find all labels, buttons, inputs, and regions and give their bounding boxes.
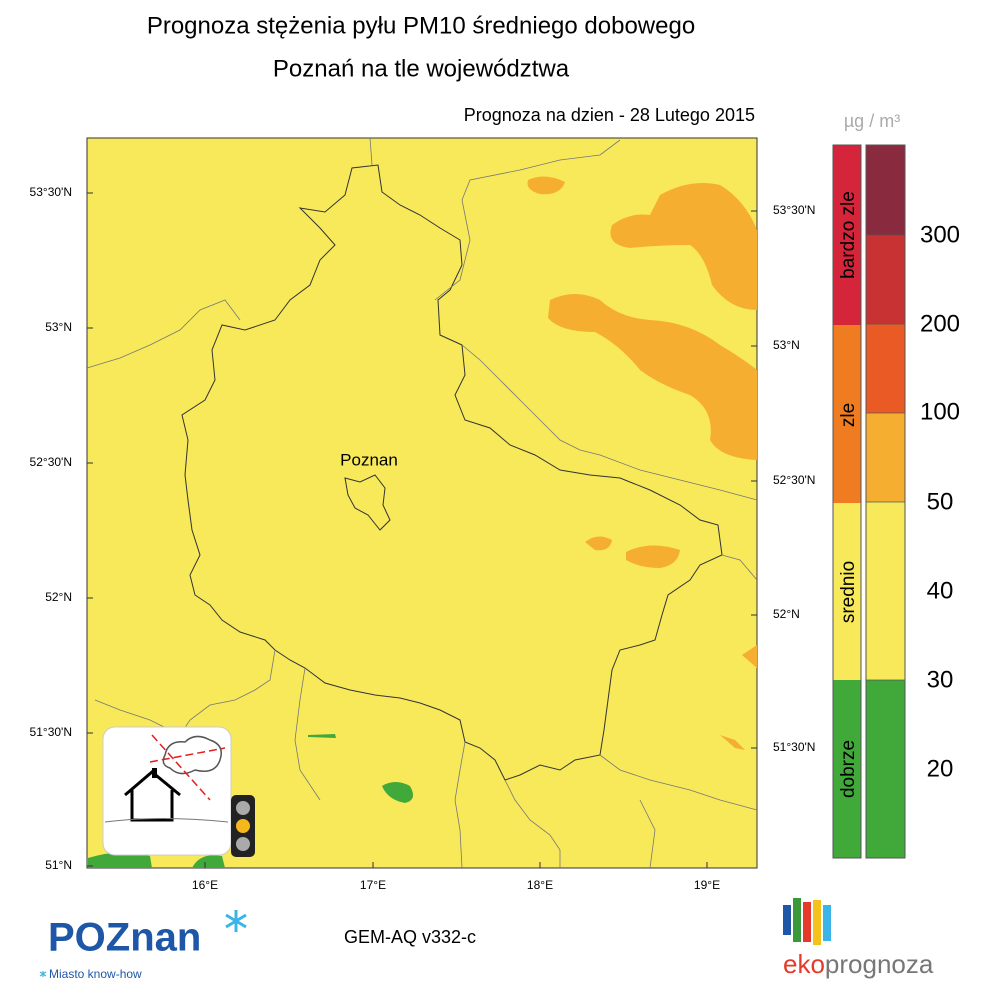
lat-label: 51°30'N [773,740,815,754]
ekoprognoza-logo: ekoprognoza [783,898,934,979]
category-label: bardzo zle [838,191,859,279]
tagline: Miasto know-how [49,967,142,981]
logo-part: eko [783,949,825,979]
title: Prognoza stężenia pyłu PM10 średniego do… [147,12,695,39]
lon-label: 18°E [527,878,553,892]
scale-label: 30 [927,666,954,693]
lat-label: 52°N [45,590,72,604]
forecast-date: Prognoza na dzien - 28 Lutego 2015 [464,105,755,125]
category-label: dobrze [838,740,859,798]
lat-label: 53°30'N [30,185,72,199]
lat-label: 53°N [45,320,72,334]
model-label: GEM-AQ v332-c [344,927,476,947]
lat-label: 52°30'N [30,455,72,469]
lat-label: 53°N [773,338,800,352]
lon-label: 19°E [694,878,720,892]
category-label: zle [838,403,859,427]
city-label: Poznan [340,450,398,469]
poznan-logo: POZnan Miasto know-how [39,910,247,981]
subtitle: Poznań na tle województwa [273,55,570,82]
legend: µg / m³ [832,111,906,859]
logo-text: POZnan [48,916,201,960]
scale-label: 20 [927,755,954,782]
lat-label: 51°N [45,858,72,872]
lat-label: 52°N [773,607,800,621]
lat-label: 51°30'N [30,725,72,739]
scale-label: 300 [920,221,960,248]
unit: µg / m³ [844,111,900,131]
lon-label: 17°E [360,878,386,892]
scale-label: 100 [920,398,960,425]
lon-label: 16°E [192,878,218,892]
lat-label: 53°30'N [773,203,815,217]
air-icon [102,726,255,857]
logo-part: prognoza [825,949,934,979]
category-label: srednio [838,561,859,623]
lat-label: 52°30'N [773,473,815,487]
scale-label: 200 [920,310,960,337]
logo-text: ekoprognoza [783,949,934,979]
scale-label: 40 [927,577,954,604]
scale-label: 50 [927,488,954,515]
